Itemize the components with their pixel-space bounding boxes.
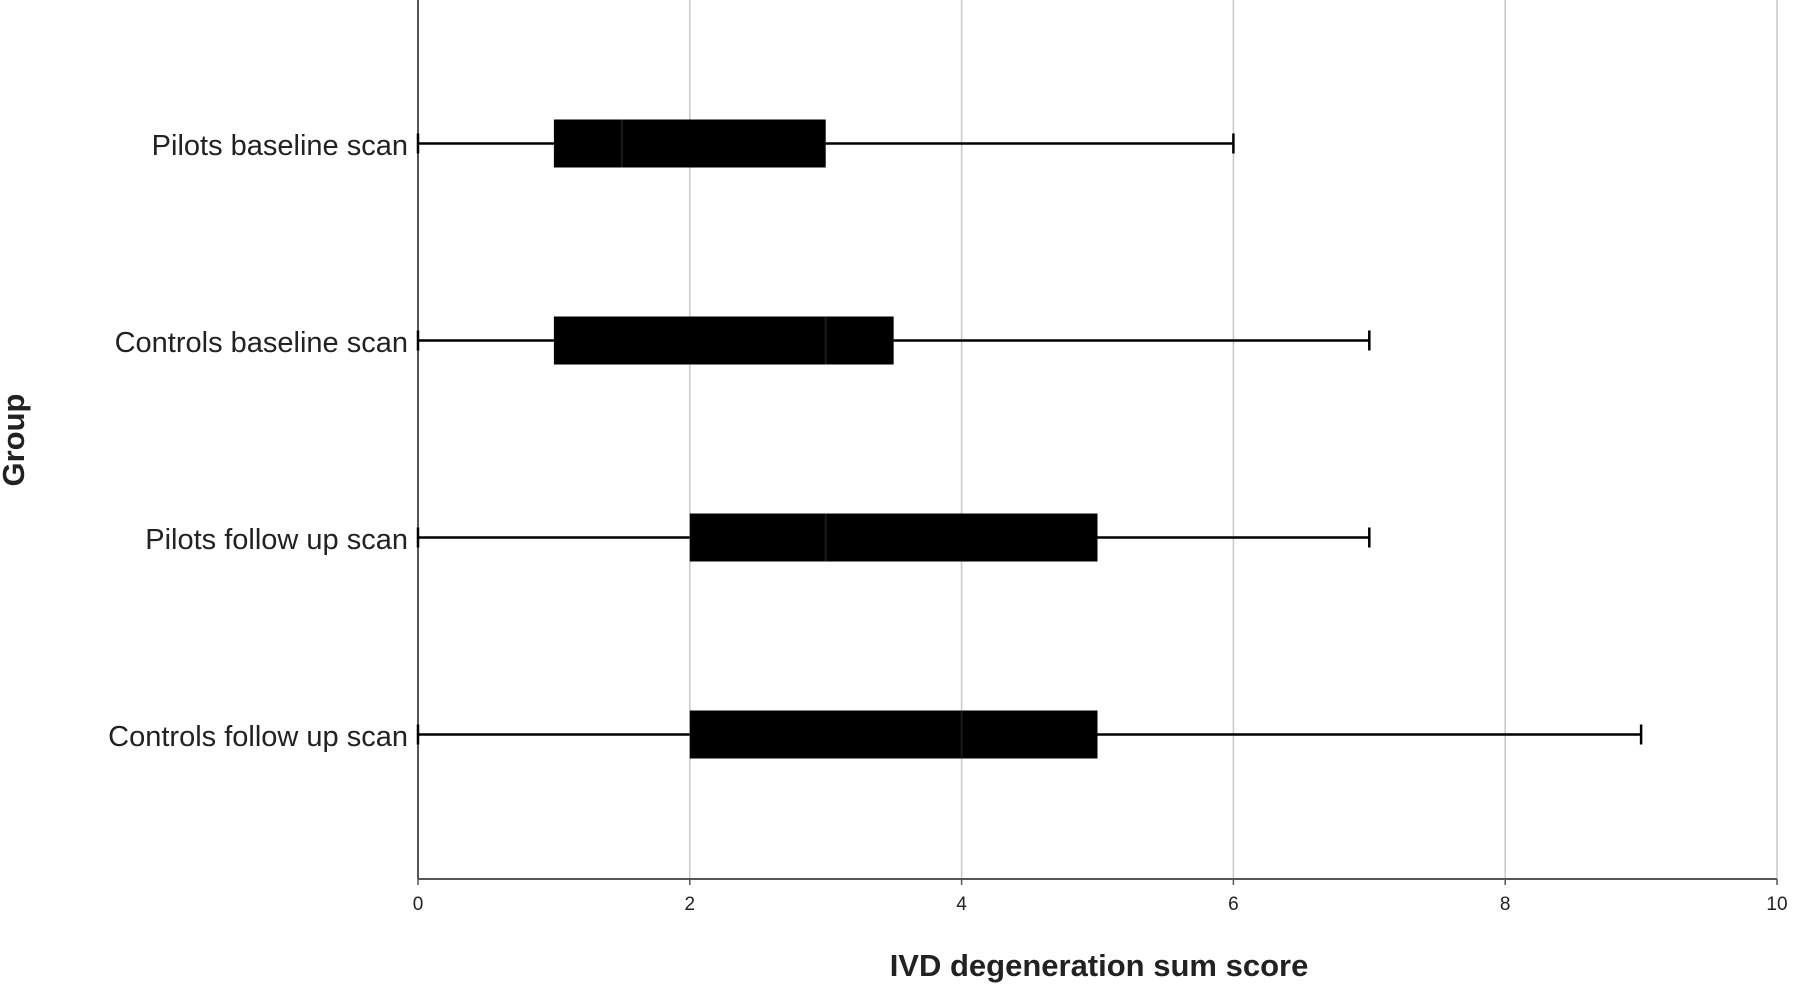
box bbox=[689, 710, 1098, 759]
x-tick-label: 8 bbox=[1500, 894, 1511, 915]
x-tick-label: 2 bbox=[685, 894, 696, 915]
x-tick-label: 6 bbox=[1228, 894, 1239, 915]
x-axis-title: IVD degeneration sum score bbox=[890, 948, 1309, 983]
y-axis-title: Group bbox=[0, 394, 31, 487]
y-tick-label: Controls follow up scan bbox=[108, 721, 408, 753]
x-tick-label: 4 bbox=[956, 894, 967, 915]
x-tick-label: 10 bbox=[1766, 894, 1787, 915]
x-tick-label: 0 bbox=[413, 894, 424, 915]
box bbox=[689, 513, 1098, 562]
y-tick-label: Controls baseline scan bbox=[115, 327, 408, 359]
y-tick-label: Pilots follow up scan bbox=[145, 524, 408, 556]
box bbox=[553, 119, 826, 168]
y-tick-label: Pilots baseline scan bbox=[152, 130, 408, 162]
box bbox=[553, 316, 894, 365]
